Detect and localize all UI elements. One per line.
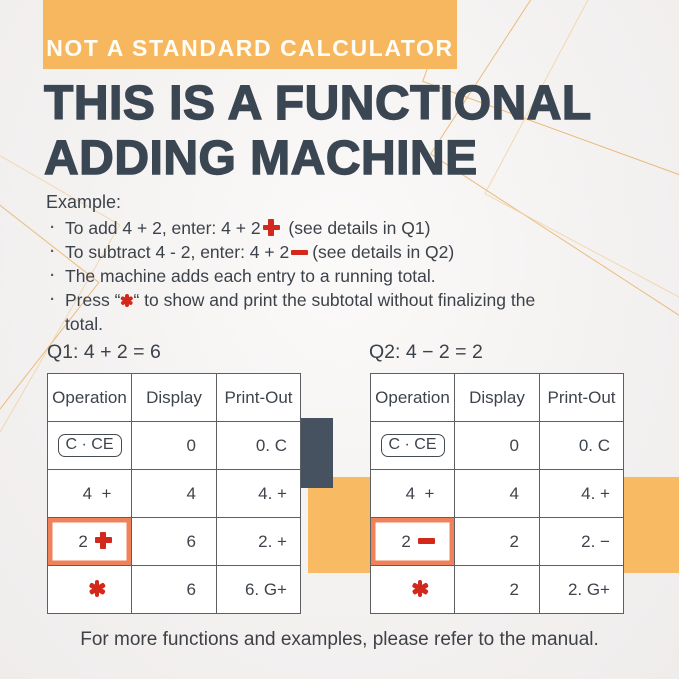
highlighted-operation-cell: 2	[47, 517, 132, 566]
table-row: 2 2 2. −	[370, 517, 624, 566]
table-row: 2 2. G+	[370, 565, 624, 614]
col-header-printout: Print-Out	[216, 373, 301, 422]
printout-value: 2. +	[216, 517, 301, 566]
q1-heading: Q1: 4 + 2 = 6	[47, 341, 161, 363]
display-value: 0	[131, 421, 217, 470]
printout-value: 4. +	[216, 469, 301, 518]
banner-label: NOT A STANDARD CALCULATOR	[46, 35, 454, 61]
bullet-marker: ·	[50, 291, 55, 308]
bullet-add: · To add 4 + 2, enter: 4 + 2 (see detail…	[45, 216, 557, 240]
col-header-operation: Operation	[370, 373, 455, 422]
minus-icon	[291, 249, 309, 255]
col-header-operation: Operation	[47, 373, 132, 422]
display-value: 2	[454, 517, 540, 566]
q2-heading: Q2: 4 − 2 = 2	[369, 341, 483, 363]
table-row: 2 6 2. +	[47, 517, 301, 566]
bullet-subtract: · To subtract 4 - 2, enter: 4 + 2 (see de…	[45, 240, 557, 264]
table-row: 4 + 4 4. +	[370, 469, 624, 518]
bullet-text: (see details in Q1)	[283, 218, 431, 238]
bullet-text: To subtract 4 - 2, enter: 4 + 2	[65, 242, 290, 262]
table-row: 4 + 4 4. +	[47, 469, 301, 518]
bullet-marker: ·	[50, 267, 55, 284]
bullet-text: The machine adds each entry to a running…	[65, 266, 436, 286]
col-header-printout: Print-Out	[539, 373, 624, 422]
bullet-marker: ·	[50, 219, 55, 236]
clear-key: C · CE	[380, 434, 445, 457]
asterisk-icon	[120, 294, 134, 307]
operation-value: 2	[401, 531, 416, 551]
table-row: 6 6. G+	[47, 565, 301, 614]
table-header-row: Operation Display Print-Out	[47, 373, 301, 422]
footer-note: For more functions and examples, please …	[80, 629, 599, 650]
bullet-subtotal: · Press ““ to show and print the subtota…	[45, 288, 557, 336]
display-value: 0	[454, 421, 540, 470]
bullet-text: “ to show and print the subtotal without…	[65, 290, 541, 334]
printout-value: 2. G+	[539, 565, 624, 614]
operation-value: 4 +	[82, 483, 112, 503]
slate-accent-block	[299, 418, 333, 488]
bullet-text: Press “	[65, 290, 121, 310]
q1-table: Operation Display Print-Out C · CE 0 0. …	[47, 373, 301, 614]
printout-value: 6. G+	[216, 565, 301, 614]
bullet-running-total: · The machine adds each entry to a runni…	[45, 264, 557, 288]
display-value: 4	[454, 469, 540, 518]
printout-value: 0. C	[216, 421, 301, 470]
page-title: THIS IS A FUNCTIONAL ADDING MACHINE	[43, 76, 592, 186]
table-header-row: Operation Display Print-Out	[370, 373, 624, 422]
printout-value: 0. C	[539, 421, 624, 470]
bullet-text: (see details in Q2)	[312, 242, 455, 262]
display-value: 6	[131, 517, 217, 566]
table-row: C · CE 0 0. C	[370, 421, 624, 470]
operation-value: 4 +	[405, 483, 435, 503]
printout-value: 4. +	[539, 469, 624, 518]
printout-value: 2. −	[539, 517, 624, 566]
page-title-line1: THIS IS A FUNCTIONAL	[43, 76, 592, 130]
plus-icon	[262, 219, 280, 236]
operation-value: 2	[78, 531, 93, 551]
col-header-display: Display	[131, 373, 217, 422]
col-header-display: Display	[454, 373, 540, 422]
clear-key: C · CE	[57, 434, 122, 457]
example-heading: Example:	[46, 192, 122, 212]
highlighted-operation-cell: 2	[370, 517, 455, 566]
table-row: C · CE 0 0. C	[47, 421, 301, 470]
display-value: 4	[131, 469, 217, 518]
top-banner: NOT A STANDARD CALCULATOR	[43, 0, 457, 69]
q2-table: Operation Display Print-Out C · CE 0 0. …	[370, 373, 624, 614]
example-bullet-list: · To add 4 + 2, enter: 4 + 2 (see detail…	[45, 216, 557, 336]
plus-icon	[94, 531, 112, 549]
minus-icon	[417, 538, 435, 544]
bullet-text: To add 4 + 2, enter: 4 + 2	[65, 218, 261, 238]
asterisk-icon	[88, 579, 106, 597]
display-value: 2	[454, 565, 540, 614]
display-value: 6	[131, 565, 217, 614]
bullet-marker: ·	[50, 243, 55, 260]
asterisk-icon	[411, 579, 429, 597]
page-title-line2: ADDING MACHINE	[43, 131, 478, 185]
